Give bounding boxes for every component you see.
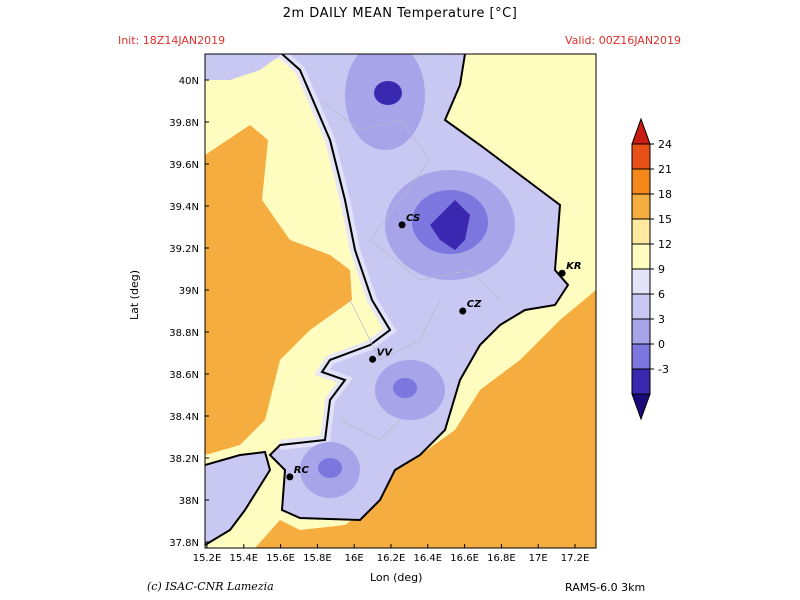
model-name: RAMS-6.0 3km xyxy=(565,581,646,594)
colorbar-band xyxy=(631,268,651,295)
x-tick-label: 15.8E xyxy=(303,553,332,564)
y-tick-label: 39.4N xyxy=(169,202,199,213)
colorbar-label: 15 xyxy=(658,213,672,226)
x-tick-label: 16.2E xyxy=(377,553,406,564)
colorbar-bottom-triangle xyxy=(631,393,651,421)
y-tick-label: 38.8N xyxy=(169,328,199,339)
city-label: KR xyxy=(566,261,581,272)
colorbar-label: 12 xyxy=(658,238,672,251)
x-axis-ticks: 15.2E 15.4E 15.6E 15.8E 16E 16.2E 16.4E 16.6E 16… xyxy=(193,544,590,564)
colorbar-label: 18 xyxy=(658,188,672,201)
y-axis-ticks: 37.8N 38N 38.2N 38.4N 38.6N 38.8N 39N 39.2N 39.4… xyxy=(169,76,209,549)
colorbar-label: 0 xyxy=(658,338,665,351)
map-title: 2m DAILY MEAN Temperature [°C] xyxy=(282,6,518,21)
colorbar-label: 21 xyxy=(658,163,672,176)
credit-text: (c) ISAC-CNR Lamezia xyxy=(147,580,274,593)
colorbar-band xyxy=(631,218,651,245)
colorbar-label: 3 xyxy=(658,313,665,326)
colorbar-label: 6 xyxy=(658,288,665,301)
y-tick-label: 39.8N xyxy=(169,118,199,129)
x-tick-label: 15.2E xyxy=(193,553,222,564)
colorbar-band xyxy=(631,193,651,220)
colorbar: 24 21 18 15 12 9 6 3 0 -3 xyxy=(631,117,672,421)
colorbar-band xyxy=(631,368,651,395)
y-tick-label: 38.6N xyxy=(169,370,199,381)
colorbar-top-triangle xyxy=(631,117,651,145)
y-tick-label: 38N xyxy=(179,496,199,507)
land-region xyxy=(205,54,568,520)
y-tick-label: 38.4N xyxy=(169,412,199,423)
y-axis-label: Lat (deg) xyxy=(128,270,141,320)
init-time: Init: 18Z14JAN2019 xyxy=(118,34,226,47)
x-tick-label: 15.6E xyxy=(266,553,295,564)
map-plot-area xyxy=(205,54,596,548)
colorbar-band xyxy=(631,143,651,170)
warm-region-southeast xyxy=(255,290,596,548)
y-tick-label: 39.6N xyxy=(169,160,199,171)
colorbar-label: -3 xyxy=(658,363,669,376)
colorbar-band xyxy=(631,343,651,370)
valid-time: Valid: 00Z16JAN2019 xyxy=(565,34,682,47)
city-label: CS xyxy=(406,213,420,224)
warm-region-west xyxy=(205,125,352,455)
colorbar-band xyxy=(631,318,651,345)
city-markers: CS KR CZ VV RC xyxy=(286,213,582,481)
sicily-region xyxy=(205,452,270,545)
colorbar-label: 24 xyxy=(658,138,672,151)
city-marker xyxy=(398,221,406,229)
x-tick-label: 15.4E xyxy=(230,553,259,564)
colorbar-label: 9 xyxy=(658,263,665,276)
x-axis-label: Lon (deg) xyxy=(370,571,423,584)
y-tick-label: 39N xyxy=(179,286,199,297)
y-tick-label: 39.2N xyxy=(169,244,199,255)
city-label: RC xyxy=(294,465,310,476)
x-tick-label: 17.2E xyxy=(561,553,590,564)
x-tick-label: 16E xyxy=(345,553,364,564)
city-marker xyxy=(459,307,467,315)
x-tick-label: 16.8E xyxy=(487,553,516,564)
colorbar-band xyxy=(631,293,651,320)
city-marker xyxy=(558,269,566,277)
city-marker xyxy=(369,355,377,363)
colorbar-band xyxy=(631,168,651,195)
y-tick-label: 37.8N xyxy=(169,538,199,549)
x-tick-label: 16.4E xyxy=(414,553,443,564)
y-tick-label: 38.2N xyxy=(169,454,199,465)
sicily-coastline xyxy=(205,450,272,546)
colorbar-band xyxy=(631,243,651,270)
city-label: CZ xyxy=(467,299,482,310)
y-tick-label: 40N xyxy=(179,76,199,87)
x-tick-label: 17E xyxy=(529,553,548,564)
plot-frame xyxy=(204,53,597,549)
coastline xyxy=(268,54,570,522)
city-label: VV xyxy=(377,347,394,358)
x-tick-label: 16.6E xyxy=(450,553,479,564)
city-marker xyxy=(286,473,294,481)
